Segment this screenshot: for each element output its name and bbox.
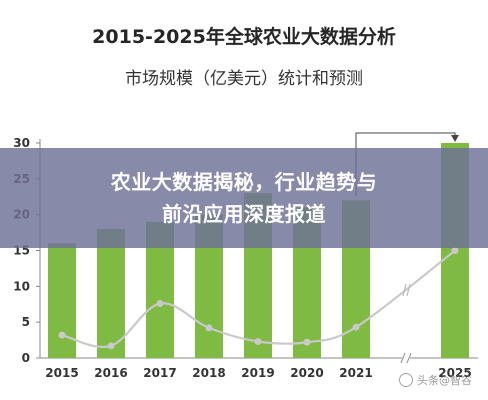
x-tick-label: 2021	[339, 366, 372, 380]
bar-2016	[97, 229, 125, 358]
x-tick-label: 2020	[290, 366, 323, 380]
trend-line-series	[58, 247, 459, 350]
trend-point-2017	[156, 300, 164, 308]
headline-banner: 农业大数据揭秘，行业趋势与 前沿应用深度报道	[0, 148, 488, 248]
x-tick-label: 2018	[192, 366, 225, 380]
watermark-text: 头条@智谷	[417, 374, 472, 387]
trend-point-2021	[352, 323, 360, 331]
trend-point-2016	[107, 342, 115, 350]
line-break-mark	[406, 283, 411, 297]
headline-line-1: 农业大数据揭秘，行业趋势与	[110, 170, 378, 194]
axis-break-mark	[406, 352, 412, 364]
x-tick-label: 2015	[45, 366, 78, 380]
trend-line	[61, 249, 456, 349]
x-tick-label: 2025	[438, 366, 471, 380]
axis-break-mark	[400, 352, 406, 364]
x-tick-label: 2019	[241, 366, 274, 380]
trend-point-2015	[58, 331, 66, 339]
trend-point-2018	[205, 324, 213, 332]
chart-title: 2015-2025年全球农业大数据分析	[92, 26, 396, 48]
bar-2015	[48, 243, 76, 358]
y-tick-label: 0	[22, 351, 30, 365]
y-tick-label: 30	[13, 136, 30, 150]
headline-line-2: 前沿应用深度报道	[162, 202, 326, 226]
y-tick-label: 5	[22, 315, 30, 329]
chart-subtitle: 市场规模（亿美元）统计和预测	[125, 69, 363, 89]
y-tick-label: 10	[13, 279, 30, 293]
watermark: 头条@智谷	[399, 372, 472, 388]
x-tick-label: 2017	[143, 366, 176, 380]
bracket-arrowhead	[451, 135, 459, 142]
line-break-mark	[402, 283, 407, 297]
trend-point-2025	[451, 247, 459, 254]
trend-point-2019	[254, 338, 262, 346]
axis-break-gap	[402, 352, 410, 364]
watermark-logo-icon	[399, 373, 413, 387]
trend-point-2020	[303, 338, 311, 346]
x-axis: 2015 2016 2017 2018 2019 2020 2021 2025	[40, 352, 478, 380]
x-tick-label: 2016	[94, 366, 127, 380]
